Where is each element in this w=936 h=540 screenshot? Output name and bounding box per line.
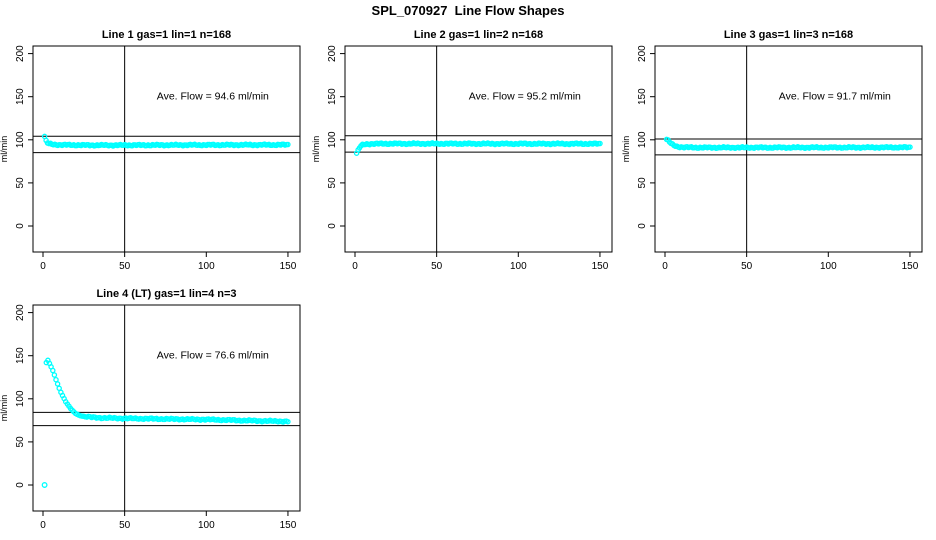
panel-title: Line 1 gas=1 lin=1 n=168	[102, 29, 231, 41]
y-tick-label: 0	[15, 482, 26, 488]
avg-flow-annotation: Ave. Flow = 94.6 ml/min	[157, 91, 269, 103]
x-tick-label: 150	[902, 261, 919, 272]
panel-4: 0 50 100 150 0 50 100 150 200 ml/min Line 4 (LT) g…	[0, 288, 301, 531]
y-tick-label: 150	[15, 88, 26, 105]
avg-flow-annotation: Ave. Flow = 95.2 ml/min	[469, 91, 581, 103]
plot-box	[32, 45, 301, 253]
y-tick-label: 100	[15, 131, 26, 148]
figure-title: SPL_070927 Line Flow Shapes	[371, 3, 565, 18]
plot-box	[654, 45, 923, 253]
y-tick-label: 50	[15, 436, 26, 448]
data-marker	[51, 372, 58, 378]
x-tick-label: 150	[592, 261, 609, 272]
y-tick-label: 0	[327, 223, 338, 229]
x-tick-label: 100	[198, 261, 215, 272]
y-axis-label: ml/min	[0, 136, 9, 163]
y-tick-label: 0	[637, 223, 648, 229]
panel-3: 0 50 100 150 0 50 100 150 200 ml/min Line 3 gas=1 …	[621, 29, 923, 272]
data-marker	[597, 140, 603, 147]
y-tick-label: 100	[327, 131, 338, 148]
y-tick-label: 50	[637, 177, 648, 189]
plot-box	[32, 304, 301, 512]
y-tick-label: 50	[327, 177, 338, 189]
data-points	[41, 357, 291, 488]
y-tick-label: 150	[327, 88, 338, 105]
x-tick-label: 0	[40, 520, 46, 531]
y-tick-label: 200	[15, 304, 26, 321]
data-marker	[285, 141, 291, 148]
panel-title: Line 4 (LT) gas=1 lin=4 n=3	[96, 288, 236, 300]
data-marker	[907, 144, 913, 150]
y-tick-label: 200	[637, 45, 648, 62]
panel-2: 0 50 100 150 0 50 100 150 200 ml/min Line 2 gas=1 …	[311, 29, 613, 272]
x-tick-label: 0	[352, 261, 358, 272]
panel-title: Line 3 gas=1 lin=3 n=168	[724, 29, 853, 41]
avg-flow-annotation: Ave. Flow = 76.6 ml/min	[157, 350, 269, 362]
y-axis-label: ml/min	[621, 136, 631, 163]
y-tick-label: 150	[15, 347, 26, 364]
data-points	[41, 133, 291, 149]
y-tick-label: 200	[15, 45, 26, 62]
x-tick-label: 50	[119, 261, 131, 272]
x-tick-label: 150	[280, 520, 297, 531]
y-tick-label: 100	[637, 131, 648, 148]
y-tick-label: 200	[327, 45, 338, 62]
y-tick-label: 50	[15, 177, 26, 189]
x-tick-label: 100	[198, 520, 215, 531]
data-points	[663, 136, 913, 152]
x-tick-label: 50	[741, 261, 753, 272]
x-tick-label: 100	[820, 261, 837, 272]
data-marker	[50, 367, 56, 374]
x-tick-label: 0	[662, 261, 668, 272]
y-axis-label: ml/min	[311, 136, 321, 163]
x-tick-label: 100	[510, 261, 527, 272]
avg-flow-annotation: Ave. Flow = 91.7 ml/min	[779, 91, 891, 103]
data-marker	[54, 381, 61, 387]
panel-title: Line 2 gas=1 lin=2 n=168	[414, 29, 543, 41]
x-tick-label: 0	[40, 261, 46, 272]
y-tick-label: 100	[15, 390, 26, 407]
outlier-marker	[41, 482, 48, 488]
data-points	[353, 140, 603, 156]
x-tick-label: 50	[119, 520, 131, 531]
data-marker	[285, 418, 291, 425]
plot-box	[344, 45, 613, 253]
y-tick-label: 150	[637, 88, 648, 105]
panel-1: 0 50 100 150 0 50 100 150 200 ml/min Line 1 gas=1 …	[0, 29, 301, 272]
x-tick-label: 150	[280, 261, 297, 272]
y-tick-label: 0	[15, 223, 26, 229]
x-tick-label: 50	[431, 261, 443, 272]
y-axis-label: ml/min	[0, 395, 9, 422]
